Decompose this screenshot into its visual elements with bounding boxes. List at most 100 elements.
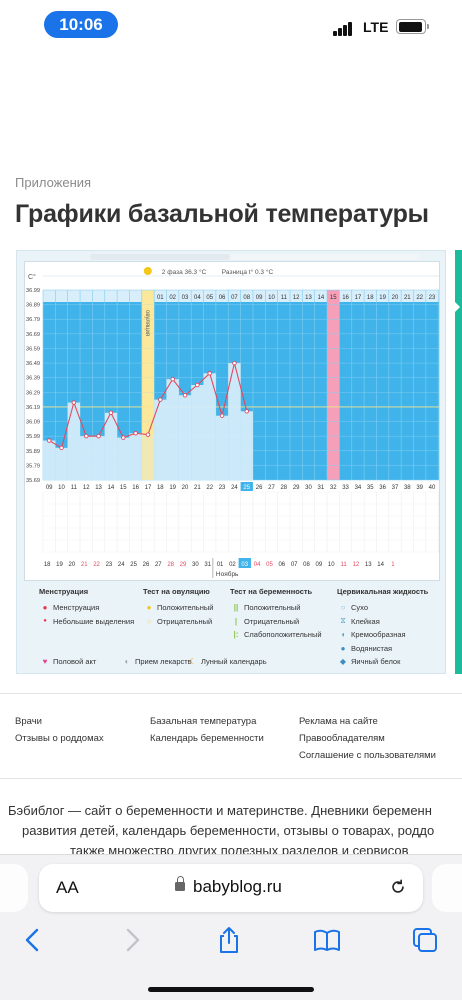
temperature-point bbox=[46, 438, 52, 443]
y-tick-label: 36.99 bbox=[26, 288, 40, 294]
reload-icon[interactable] bbox=[389, 878, 407, 896]
phase-label: 2 фаза 36.3 °C bbox=[162, 268, 207, 276]
legend-label: Яичный белок bbox=[351, 657, 401, 667]
current-date-highlight bbox=[238, 558, 251, 568]
status-time: 10:06 bbox=[44, 11, 118, 38]
footer-link[interactable]: Соглашение с пользователями bbox=[299, 750, 436, 761]
back-icon[interactable] bbox=[18, 925, 48, 955]
y-tick-label: 36.09 bbox=[26, 420, 40, 426]
temperature-point bbox=[207, 371, 212, 376]
address-bar[interactable]: AA babyblog.ru bbox=[39, 864, 423, 912]
chart-scroll-track[interactable] bbox=[90, 254, 420, 260]
temperature-fill bbox=[178, 395, 192, 480]
footer-link[interactable]: Отзывы о роддомах bbox=[15, 733, 104, 744]
calendar-date-label: 1 bbox=[391, 562, 395, 568]
divider bbox=[0, 778, 462, 779]
y-tick-label: 36.29 bbox=[26, 390, 40, 396]
cycle-axis-label: 21 bbox=[194, 485, 201, 491]
cycle-day-label: 08 bbox=[243, 295, 250, 301]
cycle-axis-label: 38 bbox=[404, 485, 411, 491]
calendar-date-label: 21 bbox=[81, 562, 88, 568]
footer-link[interactable]: Врачи bbox=[15, 716, 42, 727]
temperature-point bbox=[244, 409, 250, 414]
temperature-point bbox=[133, 430, 138, 436]
footer-link[interactable]: Базальная температура bbox=[150, 716, 257, 727]
chart-scroll-thumb[interactable] bbox=[90, 254, 230, 260]
next-tab-preview[interactable] bbox=[432, 864, 462, 912]
breadcrumb[interactable]: Приложения bbox=[15, 175, 92, 190]
two-lines-icon: || bbox=[233, 603, 239, 613]
cycle-day-label: 17 bbox=[355, 295, 362, 301]
url-text[interactable]: babyblog.ru bbox=[193, 877, 282, 896]
legend-label: Кремообразная bbox=[351, 630, 406, 640]
temperature-fill bbox=[228, 363, 241, 480]
cycle-axis-label: 09 bbox=[46, 485, 53, 491]
legend-menstruation: Менструация ● Менструация ● Небольшие выде… bbox=[39, 587, 134, 628]
footer-link[interactable]: Реклама на сайте bbox=[299, 716, 378, 727]
calendar-date-label: 20 bbox=[69, 562, 76, 568]
cycle-axis-label: 36 bbox=[379, 485, 386, 491]
temperature-point bbox=[182, 392, 188, 398]
temperature-fill bbox=[240, 411, 253, 480]
cycle-axis-label: 28 bbox=[280, 485, 287, 491]
blood-drop-icon: ● bbox=[42, 603, 48, 613]
cycle-axis-label: 23 bbox=[219, 485, 226, 491]
legend-label: Прием лекарств bbox=[135, 657, 192, 666]
small-drop-icon: ● bbox=[43, 618, 47, 625]
legend-lunar: ☾ Лунный календарь bbox=[187, 657, 266, 666]
cycle-axis-label: 22 bbox=[206, 485, 213, 491]
chart-area: C° 2 фаза 36.3 °C Разница t° 0.3 °C 36.99 36… bbox=[24, 261, 440, 581]
y-tick-label: 36.79 bbox=[26, 317, 40, 323]
cycle-axis-label: 13 bbox=[95, 485, 102, 491]
temperature-fill bbox=[129, 433, 142, 480]
highlight-day-column bbox=[327, 290, 340, 480]
moon-icon: ☾ bbox=[189, 657, 197, 666]
side-tab[interactable] bbox=[455, 250, 462, 674]
calendar-date-label: 04 bbox=[254, 562, 261, 568]
cycle-axis-label: 24 bbox=[231, 485, 238, 491]
cycle-day-label: 02 bbox=[169, 295, 176, 301]
battery-icon bbox=[396, 19, 429, 34]
footer-link[interactable]: Календарь беременности bbox=[150, 733, 264, 744]
calendar-date-label: 19 bbox=[56, 562, 63, 568]
cycle-day-label: 05 bbox=[206, 295, 213, 301]
calendar-date-label: 12 bbox=[353, 562, 360, 568]
temperature-fill bbox=[154, 399, 167, 480]
watery-icon: ● bbox=[340, 643, 346, 653]
cycle-axis-label: 39 bbox=[416, 485, 423, 491]
y-tick-label: 35.99 bbox=[26, 434, 40, 440]
calendar-date-label: 03 bbox=[241, 562, 248, 568]
cycle-day-label: 21 bbox=[404, 295, 411, 301]
reader-options-button[interactable]: AA bbox=[56, 878, 79, 897]
temperature-point bbox=[96, 433, 101, 439]
calendar-date-label: 28 bbox=[167, 562, 174, 568]
forward-icon[interactable] bbox=[117, 925, 147, 955]
calendar-date-label: 11 bbox=[340, 562, 347, 568]
calendar-date-label: 07 bbox=[291, 562, 298, 568]
ovulation-overlay bbox=[141, 302, 155, 480]
y-tick-label: 36.59 bbox=[26, 346, 40, 352]
tabs-icon[interactable] bbox=[410, 925, 440, 955]
cycle-axis-label: 14 bbox=[108, 485, 115, 491]
egg-white-icon: ◆ bbox=[339, 657, 347, 667]
footer-link[interactable]: Правообладателям bbox=[299, 733, 385, 744]
cycle-axis-label: 18 bbox=[157, 485, 164, 491]
previous-tab-preview[interactable] bbox=[0, 864, 28, 912]
cycle-axis-label: 17 bbox=[145, 485, 152, 491]
cycle-day-label: 22 bbox=[416, 295, 423, 301]
legend-medication: ◐ Прием лекарств bbox=[121, 657, 192, 666]
share-icon[interactable] bbox=[214, 925, 244, 955]
heart-icon: ♥ bbox=[42, 657, 48, 666]
cycle-day-label: 03 bbox=[182, 295, 189, 301]
temperature-fill bbox=[166, 379, 179, 480]
temperature-point bbox=[170, 376, 175, 382]
legend-label: Половой акт bbox=[53, 657, 97, 666]
cycle-axis-label: 15 bbox=[120, 485, 127, 491]
cycle-day-label: 19 bbox=[379, 295, 386, 301]
cycle-day-label: 16 bbox=[342, 295, 349, 301]
ovulation-label: овуляция bbox=[144, 310, 150, 336]
calendar-date-label: 27 bbox=[155, 562, 162, 568]
cycle-axis-label: 29 bbox=[293, 485, 300, 491]
bookmarks-icon[interactable] bbox=[312, 925, 342, 955]
cycle-axis-label: 35 bbox=[367, 485, 374, 491]
